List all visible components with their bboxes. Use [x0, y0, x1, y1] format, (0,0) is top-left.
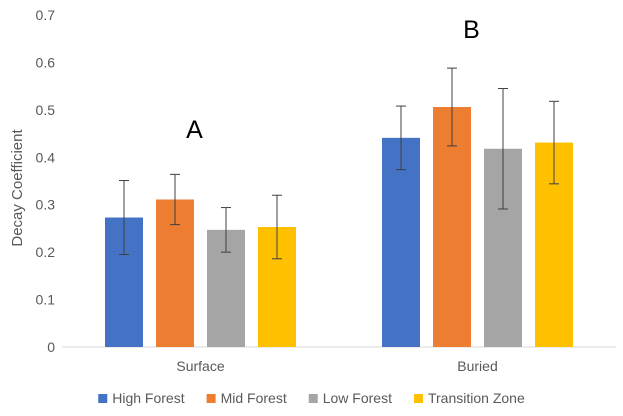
- error-bar: [170, 173, 180, 226]
- group-annotation: A: [186, 116, 203, 144]
- y-tick-label: 0.3: [36, 197, 56, 213]
- legend-label: Transition Zone: [428, 390, 525, 406]
- y-tick-label: 0.5: [36, 102, 56, 118]
- y-tick-label: 0.1: [36, 292, 56, 308]
- legend-swatch: [98, 394, 108, 403]
- error-bar: [549, 100, 559, 185]
- error-bar: [221, 207, 231, 253]
- y-axis-ticks: 0 0.1 0.2 0.3 0.4 0.5 0.6 0.7: [36, 7, 56, 355]
- error-bar: [119, 180, 129, 256]
- legend-item: Transition Zone: [413, 390, 525, 406]
- y-tick-label: 0: [47, 339, 55, 355]
- y-tick-label: 0.7: [36, 7, 56, 23]
- legend-swatch: [308, 394, 318, 403]
- legend: High Forest Mid Forest Low Forest Transitio…: [98, 390, 525, 406]
- error-bars-group: [119, 67, 559, 260]
- y-tick-label: 0.4: [36, 149, 56, 165]
- legend-label: Mid Forest: [221, 390, 287, 406]
- error-bar: [447, 67, 457, 147]
- error-bar: [396, 105, 406, 171]
- bar: [433, 107, 471, 347]
- y-axis-title: Decay Coefficient: [9, 129, 26, 247]
- legend-item: High Forest: [98, 390, 185, 406]
- error-bar: [498, 88, 508, 210]
- legend-swatch: [206, 394, 216, 403]
- legend-label: High Forest: [112, 390, 184, 406]
- legend-item: Mid Forest: [206, 390, 287, 406]
- legend-item: Low Forest: [308, 390, 392, 406]
- error-bar: [272, 194, 282, 260]
- category-label: Buried: [457, 358, 497, 374]
- annotations-group: AB: [186, 16, 480, 144]
- bar: [382, 137, 420, 347]
- category-labels: Surface Buried: [176, 358, 497, 374]
- legend-label: Low Forest: [323, 390, 392, 406]
- legend-swatch: [413, 394, 423, 403]
- y-tick-label: 0.6: [36, 54, 56, 70]
- y-tick-label: 0.2: [36, 244, 56, 260]
- category-label: Surface: [176, 358, 224, 374]
- group-annotation: B: [463, 16, 480, 44]
